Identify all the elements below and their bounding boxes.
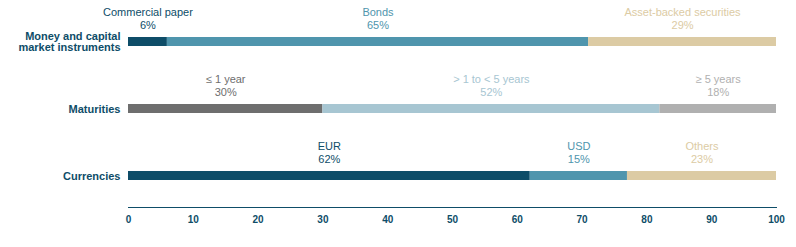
svg-text:Maturities: Maturities [69, 103, 121, 115]
svg-text:6%: 6% [140, 19, 156, 31]
svg-text:≥ 5 years: ≥ 5 years [696, 73, 742, 85]
svg-text:62%: 62% [318, 153, 340, 165]
svg-text:10: 10 [188, 214, 200, 225]
svg-text:Money and capitalmarket instru: Money and capitalmarket instruments [18, 30, 120, 53]
svg-text:20: 20 [253, 214, 265, 225]
svg-text:52%: 52% [480, 86, 502, 98]
svg-text:23%: 23% [691, 153, 713, 165]
svg-text:65%: 65% [367, 19, 389, 31]
svg-text:Others: Others [685, 140, 719, 152]
svg-text:60: 60 [512, 214, 524, 225]
svg-text:0: 0 [126, 214, 132, 225]
svg-text:Commercial paper: Commercial paper [103, 6, 193, 18]
svg-text:Asset-backed securities: Asset-backed securities [624, 6, 741, 18]
svg-text:15%: 15% [568, 153, 590, 165]
svg-text:40: 40 [382, 214, 394, 225]
svg-text:USD: USD [567, 140, 590, 152]
svg-text:EUR: EUR [318, 140, 341, 152]
svg-text:Bonds: Bonds [362, 6, 394, 18]
svg-text:Currencies: Currencies [63, 170, 120, 182]
svg-text:30: 30 [317, 214, 329, 225]
svg-text:29%: 29% [672, 19, 694, 31]
svg-text:18%: 18% [707, 86, 729, 98]
svg-text:80: 80 [641, 214, 653, 225]
svg-text:30%: 30% [215, 86, 237, 98]
svg-text:50: 50 [447, 214, 459, 225]
svg-text:100: 100 [768, 214, 785, 225]
svg-text:90: 90 [706, 214, 718, 225]
svg-text:> 1 to < 5 years: > 1 to < 5 years [453, 73, 530, 85]
svg-text:≤ 1 year: ≤ 1 year [206, 73, 246, 85]
svg-text:70: 70 [577, 214, 589, 225]
